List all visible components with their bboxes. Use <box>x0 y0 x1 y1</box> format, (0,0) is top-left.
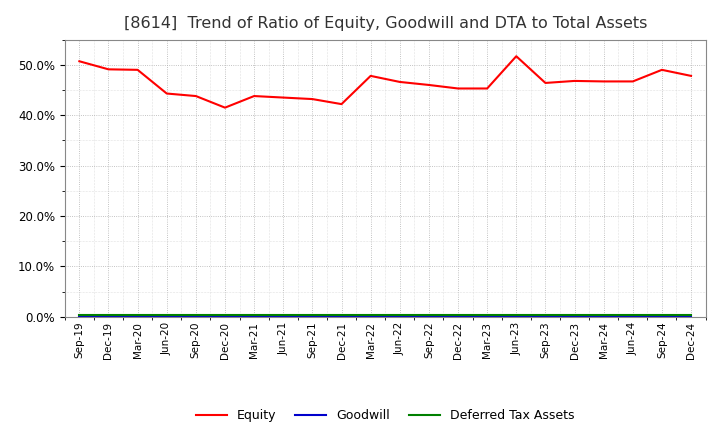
Deferred Tax Assets <box>657 313 666 318</box>
Goodwill <box>483 314 492 319</box>
Deferred Tax Assets <box>512 313 521 318</box>
Goodwill <box>657 314 666 319</box>
Goodwill <box>163 314 171 319</box>
Equity <box>657 67 666 73</box>
Equity <box>250 93 258 99</box>
Deferred Tax Assets <box>570 313 579 318</box>
Goodwill <box>337 314 346 319</box>
Deferred Tax Assets <box>250 313 258 318</box>
Equity <box>163 91 171 96</box>
Equity <box>279 95 287 100</box>
Deferred Tax Assets <box>483 313 492 318</box>
Deferred Tax Assets <box>425 313 433 318</box>
Equity <box>454 86 462 91</box>
Deferred Tax Assets <box>395 313 404 318</box>
Deferred Tax Assets <box>454 313 462 318</box>
Equity <box>104 67 113 72</box>
Equity <box>599 79 608 84</box>
Deferred Tax Assets <box>599 313 608 318</box>
Title: [8614]  Trend of Ratio of Equity, Goodwill and DTA to Total Assets: [8614] Trend of Ratio of Equity, Goodwil… <box>124 16 647 32</box>
Goodwill <box>192 314 200 319</box>
Deferred Tax Assets <box>541 313 550 318</box>
Equity <box>366 73 375 78</box>
Equity <box>192 93 200 99</box>
Deferred Tax Assets <box>629 313 637 318</box>
Equity <box>75 59 84 64</box>
Goodwill <box>570 314 579 319</box>
Equity <box>570 78 579 84</box>
Equity <box>629 79 637 84</box>
Goodwill <box>541 314 550 319</box>
Goodwill <box>629 314 637 319</box>
Equity <box>687 73 696 78</box>
Deferred Tax Assets <box>133 313 142 318</box>
Deferred Tax Assets <box>75 313 84 318</box>
Equity <box>337 102 346 107</box>
Deferred Tax Assets <box>163 313 171 318</box>
Equity <box>308 96 317 102</box>
Goodwill <box>599 314 608 319</box>
Goodwill <box>454 314 462 319</box>
Equity <box>541 81 550 86</box>
Goodwill <box>133 314 142 319</box>
Deferred Tax Assets <box>308 313 317 318</box>
Goodwill <box>250 314 258 319</box>
Equity <box>133 67 142 73</box>
Goodwill <box>687 314 696 319</box>
Line: Equity: Equity <box>79 56 691 108</box>
Equity <box>220 105 229 110</box>
Deferred Tax Assets <box>687 313 696 318</box>
Goodwill <box>395 314 404 319</box>
Deferred Tax Assets <box>337 313 346 318</box>
Equity <box>425 82 433 88</box>
Deferred Tax Assets <box>366 313 375 318</box>
Legend: Equity, Goodwill, Deferred Tax Assets: Equity, Goodwill, Deferred Tax Assets <box>191 404 580 427</box>
Deferred Tax Assets <box>104 313 113 318</box>
Goodwill <box>104 314 113 319</box>
Goodwill <box>308 314 317 319</box>
Deferred Tax Assets <box>220 313 229 318</box>
Equity <box>395 79 404 84</box>
Deferred Tax Assets <box>279 313 287 318</box>
Equity <box>512 54 521 59</box>
Goodwill <box>75 314 84 319</box>
Equity <box>483 86 492 91</box>
Goodwill <box>279 314 287 319</box>
Goodwill <box>425 314 433 319</box>
Goodwill <box>512 314 521 319</box>
Goodwill <box>366 314 375 319</box>
Deferred Tax Assets <box>192 313 200 318</box>
Goodwill <box>220 314 229 319</box>
